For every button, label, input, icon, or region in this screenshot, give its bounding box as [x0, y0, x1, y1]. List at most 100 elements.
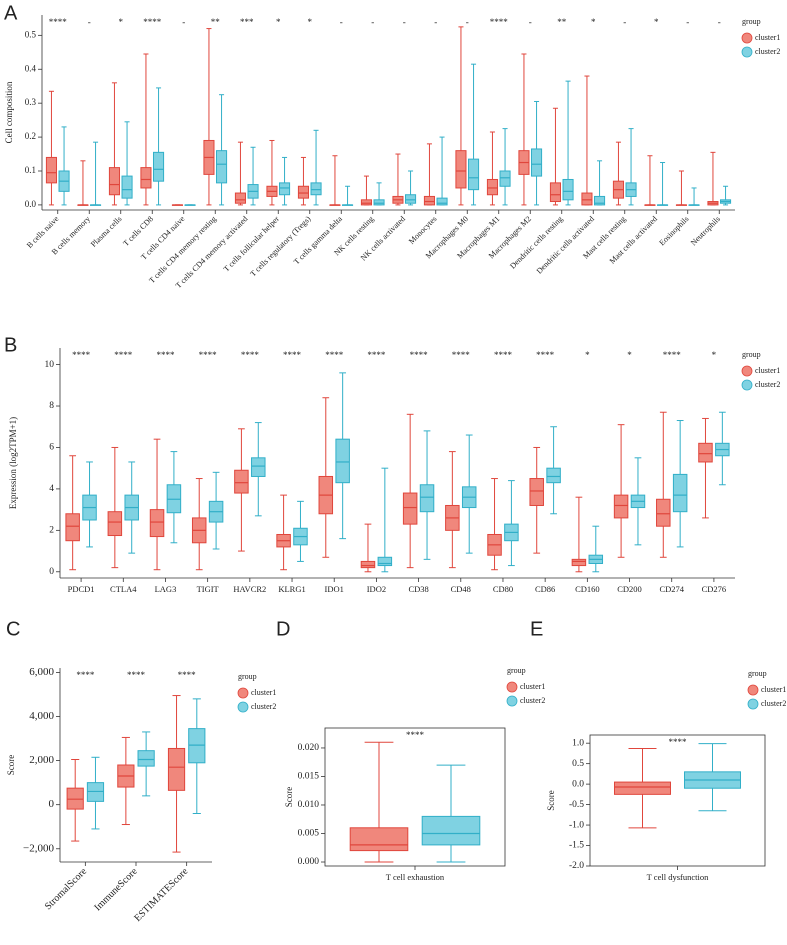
legend-title: group [742, 17, 761, 26]
plot-frame [589, 734, 766, 867]
x-tick-label: CD276 [702, 584, 727, 594]
x-tick-label: Eosinophils [657, 214, 690, 247]
box [672, 473, 688, 513]
box [360, 199, 372, 206]
legend-label: cluster1 [520, 682, 545, 691]
x-tick-label: KLRG1 [278, 584, 305, 594]
box [140, 167, 152, 189]
box [65, 513, 80, 542]
y-tick-label: 1.0 [572, 738, 584, 748]
panel-label: E [530, 618, 543, 640]
significance: **** [241, 350, 260, 360]
box [108, 167, 120, 196]
significance: **** [49, 17, 68, 27]
y-axis-label: Score [546, 790, 556, 811]
significance: **** [178, 670, 197, 680]
significance: **** [490, 17, 509, 27]
box [149, 509, 165, 538]
significance: *** [240, 17, 254, 27]
legend-label: cluster1 [761, 685, 786, 694]
x-tick-label: T cells regulatory (Tregs) [248, 214, 312, 278]
box [234, 192, 246, 204]
legend-swatch [237, 687, 249, 699]
x-tick-label: StromalScore [43, 866, 90, 913]
significance: - [466, 17, 469, 27]
box [216, 150, 228, 184]
legend-swatch [741, 365, 753, 377]
legend-swatch [741, 379, 753, 391]
x-tick-label: IDO2 [367, 584, 386, 594]
x-tick-label: PDCD1 [68, 584, 95, 594]
legend-title: group [742, 350, 761, 359]
significance: - [529, 17, 532, 27]
box [360, 560, 376, 569]
legend-label: cluster2 [755, 47, 780, 56]
legend-title: group [748, 669, 767, 678]
x-tick-label: T cells follicular helper [222, 214, 281, 273]
legend-swatch [506, 695, 518, 707]
legend-title: group [507, 666, 526, 675]
significance: * [119, 17, 124, 27]
y-tick-label: -0.5 [569, 800, 584, 810]
x-tick-label: CD86 [535, 584, 555, 594]
significance: ** [211, 17, 221, 27]
y-tick-label: 0.005 [298, 829, 320, 839]
legend-label: cluster1 [251, 688, 276, 697]
box [279, 182, 291, 196]
legend-label: cluster2 [755, 380, 780, 389]
panel-label: D [276, 618, 290, 640]
significance: **** [669, 737, 688, 747]
box [546, 467, 561, 484]
significance: * [585, 350, 590, 360]
legend-swatch [747, 698, 759, 710]
significance: **** [452, 350, 471, 360]
legend-swatch [747, 684, 759, 696]
box [153, 151, 165, 182]
y-tick-label: 10 [45, 360, 55, 370]
legend-title: group [238, 672, 257, 681]
y-tick-label: 6,000 [29, 666, 54, 678]
legend-swatch [237, 701, 249, 713]
box [455, 150, 467, 189]
box [137, 750, 155, 767]
significance: - [403, 17, 406, 27]
significance: ** [557, 17, 567, 27]
panel-label: C [6, 618, 20, 640]
significance: **** [536, 350, 555, 360]
x-tick-label: CD38 [408, 584, 428, 594]
box [419, 484, 435, 513]
significance: * [276, 17, 281, 27]
box [45, 156, 57, 184]
legend-label: cluster2 [251, 702, 276, 711]
box [698, 442, 713, 463]
box [486, 178, 498, 196]
significance: **** [325, 350, 344, 360]
box [531, 148, 543, 177]
significance: **** [663, 350, 682, 360]
significance: - [434, 17, 437, 27]
y-tick-label: 0.5 [25, 29, 37, 39]
significance: **** [406, 730, 425, 740]
y-tick-label: 0 [49, 567, 54, 577]
x-tick-label: CD48 [451, 584, 471, 594]
x-tick-label: Plasma cells [89, 214, 124, 249]
box [614, 781, 671, 795]
box [529, 478, 544, 506]
box [613, 494, 629, 519]
box [405, 194, 417, 204]
significance: - [718, 17, 721, 27]
x-tick-label: Dendritic cells resting [508, 214, 564, 270]
panel-label: A [4, 2, 18, 24]
significance: * [308, 17, 313, 27]
y-tick-label: 0.015 [298, 772, 320, 782]
significance: **** [283, 350, 302, 360]
box [594, 195, 606, 206]
box [562, 178, 574, 201]
x-tick-label: ImmuneScore [92, 866, 140, 914]
box [549, 182, 561, 203]
legend-label: cluster1 [755, 366, 780, 375]
y-tick-label: 0.0 [572, 779, 584, 789]
x-tick-label: ESTIMATEScore [132, 866, 190, 924]
